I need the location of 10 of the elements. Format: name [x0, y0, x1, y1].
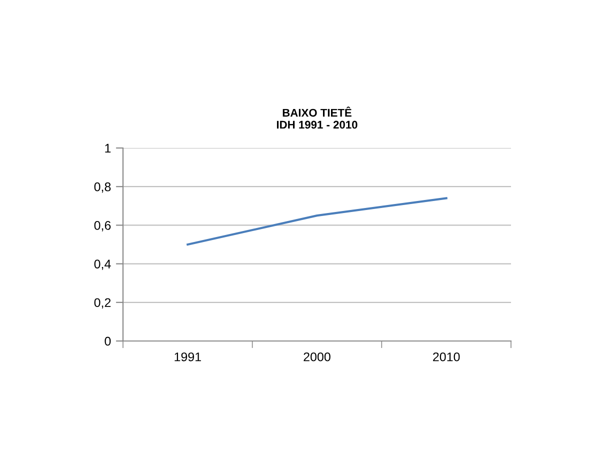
x-tick-label: 2000 [304, 352, 330, 362]
y-tick-label: 0,6 [94, 221, 111, 232]
y-tick-label: 0,2 [94, 298, 111, 309]
x-tick-label: 2010 [433, 352, 460, 362]
y-tick-label: 0,8 [94, 182, 111, 193]
y-tick-label: 0 [104, 336, 111, 346]
y-tick-label: 0,4 [94, 260, 111, 270]
y-tick-label: 1 [105, 144, 111, 153]
chart-title: BAIXO TIETÊ IDH 1991 - 2010 [276, 106, 358, 129]
x-tick-label: 1991 [174, 352, 201, 362]
